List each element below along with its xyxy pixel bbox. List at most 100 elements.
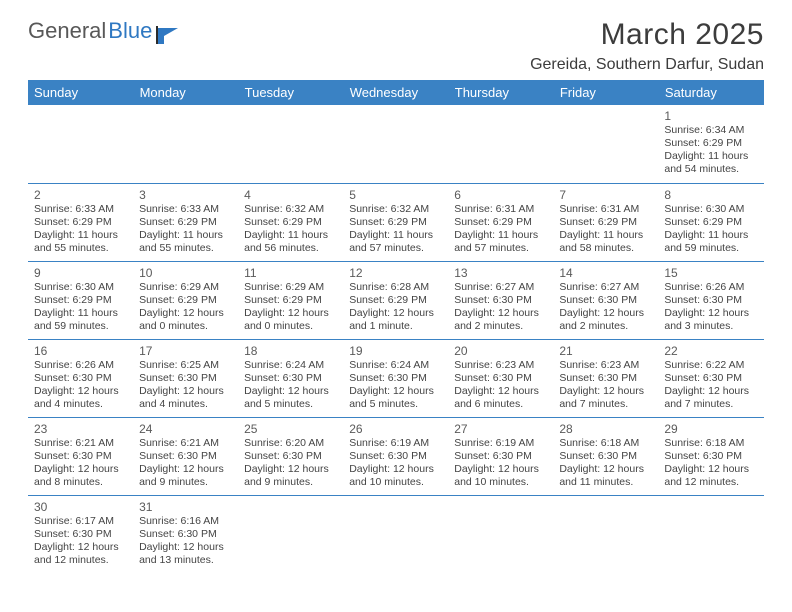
day-details: Sunrise: 6:32 AMSunset: 6:29 PMDaylight:…: [244, 203, 337, 256]
sunrise-text: Sunrise: 6:17 AM: [34, 515, 127, 528]
day-number: 14: [559, 264, 652, 281]
sunset-text: Sunset: 6:29 PM: [349, 216, 442, 229]
calendar-day-cell: 7Sunrise: 6:31 AMSunset: 6:29 PMDaylight…: [553, 183, 658, 261]
calendar-day-cell: 8Sunrise: 6:30 AMSunset: 6:29 PMDaylight…: [658, 183, 763, 261]
day-details: Sunrise: 6:30 AMSunset: 6:29 PMDaylight:…: [34, 281, 127, 334]
calendar-day-cell: 27Sunrise: 6:19 AMSunset: 6:30 PMDayligh…: [448, 417, 553, 495]
daylight-text: Daylight: 12 hours and 5 minutes.: [349, 385, 442, 411]
sunset-text: Sunset: 6:29 PM: [139, 216, 232, 229]
day-details: Sunrise: 6:28 AMSunset: 6:29 PMDaylight:…: [349, 281, 442, 334]
day-details: Sunrise: 6:17 AMSunset: 6:30 PMDaylight:…: [34, 515, 127, 568]
daylight-text: Daylight: 12 hours and 6 minutes.: [454, 385, 547, 411]
calendar-day-cell: [133, 105, 238, 183]
day-number: 10: [139, 264, 232, 281]
daylight-text: Daylight: 12 hours and 9 minutes.: [139, 463, 232, 489]
calendar-day-cell: 31Sunrise: 6:16 AMSunset: 6:30 PMDayligh…: [133, 495, 238, 573]
calendar-day-cell: [448, 105, 553, 183]
calendar-day-cell: 23Sunrise: 6:21 AMSunset: 6:30 PMDayligh…: [28, 417, 133, 495]
page-subtitle: Gereida, Southern Darfur, Sudan: [530, 56, 764, 74]
sunset-text: Sunset: 6:30 PM: [34, 450, 127, 463]
sunrise-text: Sunrise: 6:23 AM: [454, 359, 547, 372]
calendar-day-cell: 1Sunrise: 6:34 AMSunset: 6:29 PMDaylight…: [658, 105, 763, 183]
calendar-day-cell: 15Sunrise: 6:26 AMSunset: 6:30 PMDayligh…: [658, 261, 763, 339]
weekday-header: Sunday: [28, 80, 133, 105]
day-number: 22: [664, 342, 757, 359]
daylight-text: Daylight: 12 hours and 13 minutes.: [139, 541, 232, 567]
calendar-day-cell: [238, 105, 343, 183]
sunrise-text: Sunrise: 6:29 AM: [139, 281, 232, 294]
calendar-day-cell: [448, 495, 553, 573]
sunrise-text: Sunrise: 6:28 AM: [349, 281, 442, 294]
daylight-text: Daylight: 11 hours and 59 minutes.: [664, 229, 757, 255]
day-number: 5: [349, 186, 442, 203]
calendar-week-row: 9Sunrise: 6:30 AMSunset: 6:29 PMDaylight…: [28, 261, 764, 339]
daylight-text: Daylight: 12 hours and 12 minutes.: [664, 463, 757, 489]
sunrise-text: Sunrise: 6:25 AM: [139, 359, 232, 372]
day-number: 27: [454, 420, 547, 437]
day-details: Sunrise: 6:31 AMSunset: 6:29 PMDaylight:…: [454, 203, 547, 256]
daylight-text: Daylight: 12 hours and 12 minutes.: [34, 541, 127, 567]
sunrise-text: Sunrise: 6:19 AM: [454, 437, 547, 450]
day-number: 4: [244, 186, 337, 203]
weekday-header: Monday: [133, 80, 238, 105]
calendar-day-cell: [343, 105, 448, 183]
calendar-week-row: 1Sunrise: 6:34 AMSunset: 6:29 PMDaylight…: [28, 105, 764, 183]
weekday-header: Tuesday: [238, 80, 343, 105]
sunset-text: Sunset: 6:30 PM: [349, 372, 442, 385]
sunset-text: Sunset: 6:30 PM: [559, 372, 652, 385]
weekday-header: Wednesday: [343, 80, 448, 105]
daylight-text: Daylight: 12 hours and 7 minutes.: [664, 385, 757, 411]
weekday-header: Friday: [553, 80, 658, 105]
sunrise-text: Sunrise: 6:27 AM: [454, 281, 547, 294]
calendar-day-cell: 9Sunrise: 6:30 AMSunset: 6:29 PMDaylight…: [28, 261, 133, 339]
calendar-day-cell: 30Sunrise: 6:17 AMSunset: 6:30 PMDayligh…: [28, 495, 133, 573]
page-root: GeneralBlue March 2025 Gereida, Southern…: [0, 0, 792, 573]
calendar-day-cell: [658, 495, 763, 573]
calendar-day-cell: 17Sunrise: 6:25 AMSunset: 6:30 PMDayligh…: [133, 339, 238, 417]
calendar-day-cell: 29Sunrise: 6:18 AMSunset: 6:30 PMDayligh…: [658, 417, 763, 495]
calendar-day-cell: [28, 105, 133, 183]
sunrise-text: Sunrise: 6:19 AM: [349, 437, 442, 450]
page-title: March 2025: [530, 18, 764, 52]
day-details: Sunrise: 6:27 AMSunset: 6:30 PMDaylight:…: [559, 281, 652, 334]
calendar-day-cell: 24Sunrise: 6:21 AMSunset: 6:30 PMDayligh…: [133, 417, 238, 495]
day-details: Sunrise: 6:29 AMSunset: 6:29 PMDaylight:…: [244, 281, 337, 334]
calendar-header-row: SundayMondayTuesdayWednesdayThursdayFrid…: [28, 80, 764, 105]
sunset-text: Sunset: 6:30 PM: [559, 450, 652, 463]
sunrise-text: Sunrise: 6:30 AM: [34, 281, 127, 294]
day-number: 24: [139, 420, 232, 437]
sunset-text: Sunset: 6:30 PM: [454, 450, 547, 463]
sunrise-text: Sunrise: 6:32 AM: [244, 203, 337, 216]
day-number: 31: [139, 498, 232, 515]
daylight-text: Daylight: 12 hours and 10 minutes.: [454, 463, 547, 489]
day-number: 19: [349, 342, 442, 359]
weekday-header: Thursday: [448, 80, 553, 105]
sunset-text: Sunset: 6:29 PM: [139, 294, 232, 307]
sunset-text: Sunset: 6:30 PM: [244, 450, 337, 463]
sunrise-text: Sunrise: 6:18 AM: [559, 437, 652, 450]
sunrise-text: Sunrise: 6:20 AM: [244, 437, 337, 450]
sunset-text: Sunset: 6:30 PM: [454, 294, 547, 307]
weekday-header: Saturday: [658, 80, 763, 105]
calendar-day-cell: 18Sunrise: 6:24 AMSunset: 6:30 PMDayligh…: [238, 339, 343, 417]
daylight-text: Daylight: 12 hours and 0 minutes.: [139, 307, 232, 333]
sunrise-text: Sunrise: 6:21 AM: [139, 437, 232, 450]
daylight-text: Daylight: 12 hours and 5 minutes.: [244, 385, 337, 411]
day-number: 26: [349, 420, 442, 437]
daylight-text: Daylight: 12 hours and 3 minutes.: [664, 307, 757, 333]
daylight-text: Daylight: 12 hours and 0 minutes.: [244, 307, 337, 333]
sunrise-text: Sunrise: 6:18 AM: [664, 437, 757, 450]
calendar-day-cell: [343, 495, 448, 573]
calendar-day-cell: 3Sunrise: 6:33 AMSunset: 6:29 PMDaylight…: [133, 183, 238, 261]
sunset-text: Sunset: 6:30 PM: [664, 294, 757, 307]
sunset-text: Sunset: 6:29 PM: [34, 294, 127, 307]
day-details: Sunrise: 6:33 AMSunset: 6:29 PMDaylight:…: [139, 203, 232, 256]
day-details: Sunrise: 6:25 AMSunset: 6:30 PMDaylight:…: [139, 359, 232, 412]
day-number: 11: [244, 264, 337, 281]
calendar-week-row: 23Sunrise: 6:21 AMSunset: 6:30 PMDayligh…: [28, 417, 764, 495]
brand-logo: GeneralBlue: [28, 18, 182, 44]
calendar-day-cell: 26Sunrise: 6:19 AMSunset: 6:30 PMDayligh…: [343, 417, 448, 495]
sunset-text: Sunset: 6:29 PM: [559, 216, 652, 229]
day-details: Sunrise: 6:18 AMSunset: 6:30 PMDaylight:…: [664, 437, 757, 490]
day-number: 17: [139, 342, 232, 359]
